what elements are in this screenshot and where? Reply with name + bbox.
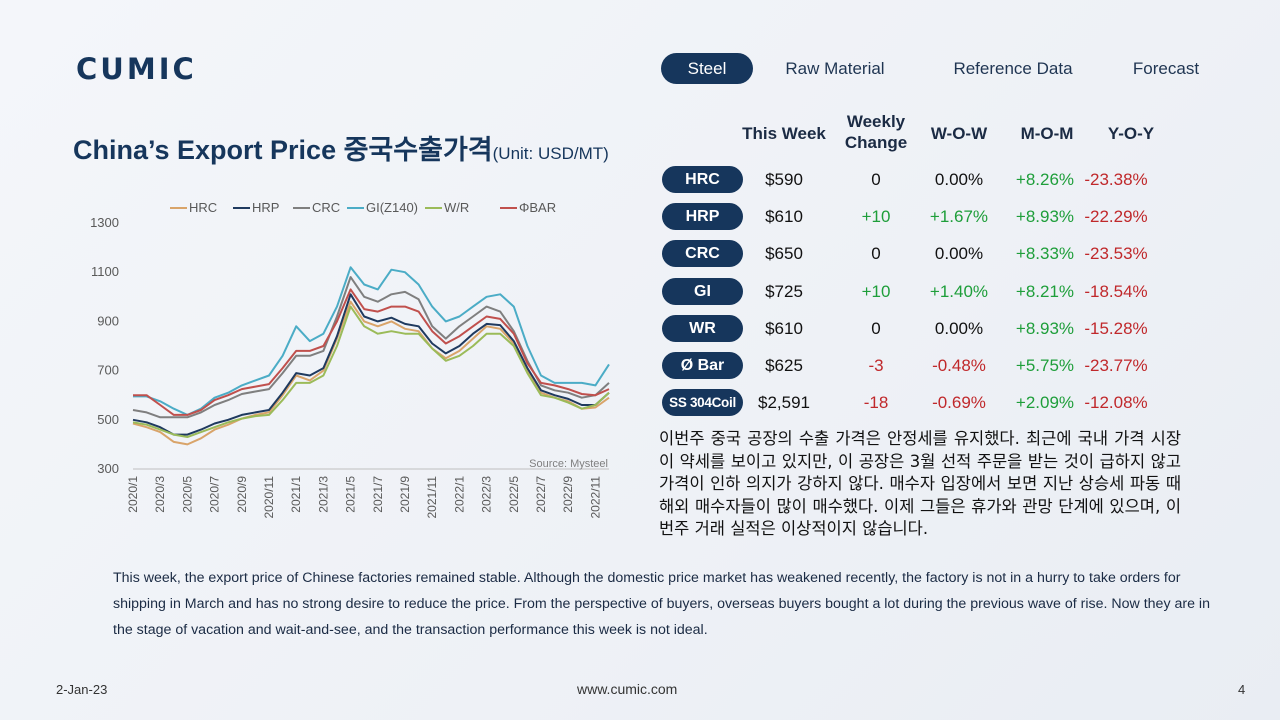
export-price-line-chart: 300 500 700 900 1100 1300 2020/1 2020/3 2020/5 20…	[90, 200, 610, 519]
legend-label: W/R	[444, 200, 469, 215]
legend-label: HRC	[189, 200, 217, 215]
cell-mom: +8.26%	[1015, 170, 1075, 189]
cell-weekly-change: 0	[871, 244, 881, 264]
cell-wow: +1.40%	[929, 281, 989, 301]
cell-this-week: $725	[765, 281, 803, 301]
x-tick-label: 2022/9	[561, 476, 575, 513]
page-title-unit: (Unit: USD/MT)	[492, 144, 609, 163]
x-tick-label: 2021/1	[289, 476, 303, 513]
y-tick-label: 1300	[90, 215, 119, 230]
top-navigation: Steel Raw Material Reference Data Foreca…	[661, 53, 1221, 84]
legend-label: ΦBAR	[519, 200, 556, 215]
column-header-wow: W-O-W	[930, 124, 988, 143]
x-tick-label: 2021/7	[371, 476, 385, 513]
cumic-logo: CUMIC	[76, 52, 197, 86]
cell-this-week: $650	[765, 244, 803, 264]
series-line--bar	[133, 288, 610, 416]
cell-wow: 0.00%	[934, 244, 984, 264]
nav-tab-reference-data[interactable]: Reference Data	[953, 59, 1073, 78]
footer-url[interactable]: www.cumic.com	[577, 681, 678, 697]
cell-this-week: $610	[765, 318, 803, 338]
cell-this-week: $625	[765, 356, 803, 375]
x-tick-label: 2021/9	[398, 476, 412, 513]
product-label: GI	[662, 277, 743, 305]
column-header-mom: M-O-M	[1020, 124, 1074, 143]
footer-page-number: 4	[1238, 682, 1246, 697]
footer-date: 2-Jan-23	[56, 682, 108, 697]
cell-mom: +8.93%	[1015, 207, 1075, 227]
product-label: HRC	[662, 166, 743, 193]
column-header-this-week: This Week	[742, 124, 826, 143]
cell-this-week: $2,591	[758, 393, 810, 413]
page-title: China’s Export Price 중국수출가격(Unit: USD/MT…	[73, 128, 609, 167]
cell-mom: +8.33%	[1015, 244, 1075, 264]
x-tick-label: 2022/11	[588, 476, 602, 519]
y-tick-label: 300	[97, 461, 119, 476]
product-label: SS 304Coil	[662, 389, 743, 417]
column-header-weekly-change: Weekly Change	[844, 112, 908, 152]
cell-weekly-change: +10	[861, 281, 891, 301]
cell-weekly-change: 0	[871, 318, 881, 338]
page-title-main: China’s Export Price 중국수출가격	[73, 135, 493, 165]
series-line-w-r	[132, 305, 610, 438]
cell-mom: +2.09%	[1015, 393, 1075, 413]
nav-tab-forecast[interactable]: Forecast	[1132, 59, 1200, 78]
cell-weekly-change: +10	[861, 207, 891, 227]
x-tick-label: 2021/5	[344, 476, 358, 513]
x-tick-label: 2020/3	[153, 476, 167, 513]
cell-wow: -0.48%	[932, 356, 986, 375]
cell-mom: +5.75%	[1015, 356, 1075, 375]
x-tick-label: 2022/3	[480, 476, 494, 513]
english-commentary: This week, the export price of Chinese f…	[113, 570, 1210, 638]
column-header-yoy: Y-O-Y	[1107, 124, 1155, 143]
cell-wow: +1.67%	[929, 207, 989, 227]
cell-wow: 0.00%	[934, 318, 984, 338]
korean-commentary: 이번주 중국 공장의 수출 가격은 안정세를 유지했다. 최근에 국내 가격 시…	[659, 429, 1181, 538]
cell-yoy: -23.53%	[1084, 244, 1148, 264]
cell-yoy: -18.54%	[1084, 281, 1148, 301]
x-tick-label: 2021/11	[425, 476, 439, 519]
series-line-hrp	[132, 293, 610, 436]
nav-tab-steel[interactable]: Steel	[661, 53, 753, 84]
x-tick-label: 2021/3	[316, 476, 330, 513]
cell-weekly-change: 0	[871, 170, 881, 189]
y-tick-label: 700	[97, 363, 119, 378]
cell-yoy: -12.08%	[1084, 393, 1148, 413]
product-label: HRP	[662, 203, 743, 231]
product-label: WR	[662, 314, 743, 342]
product-label: CRC	[662, 240, 743, 268]
legend-label: HRP	[252, 200, 279, 215]
cell-this-week: $590	[765, 170, 803, 189]
cell-mom: +8.21%	[1015, 281, 1075, 301]
y-tick-label: 500	[97, 412, 119, 427]
legend-label: CRC	[312, 200, 340, 215]
cell-wow: 0.00%	[934, 170, 984, 189]
x-tick-label: 2020/11	[262, 476, 276, 519]
cell-yoy: -23.38%	[1084, 170, 1148, 189]
x-tick-label: 2022/7	[534, 476, 548, 513]
x-tick-label: 2020/7	[208, 476, 222, 513]
x-tick-label: 2020/1	[126, 476, 140, 513]
series-line-hrc	[132, 300, 610, 446]
series-line-gi-z140-	[133, 266, 610, 416]
x-tick-label: 2022/5	[507, 476, 521, 513]
y-tick-label: 900	[97, 313, 119, 328]
cell-this-week: $610	[765, 207, 803, 227]
product-label: Ø Bar	[662, 352, 743, 379]
nav-tab-raw-material[interactable]: Raw Material	[785, 59, 885, 78]
cell-mom: +8.93%	[1015, 318, 1075, 338]
cell-weekly-change: -18	[863, 393, 889, 413]
chart-source-label: Source: Mysteel	[529, 458, 608, 470]
cell-wow: -0.69%	[932, 393, 986, 413]
cell-yoy: -22.29%	[1084, 207, 1148, 227]
x-tick-label: 2020/9	[235, 476, 249, 513]
cell-weekly-change: -3	[868, 356, 884, 375]
y-tick-label: 1100	[91, 264, 119, 279]
series-line-crc	[132, 276, 610, 419]
x-tick-label: 2020/5	[180, 476, 194, 513]
x-tick-label: 2022/1	[452, 476, 466, 513]
legend-label: GI(Z140)	[366, 200, 418, 215]
cell-yoy: -23.77%	[1084, 356, 1148, 375]
cell-yoy: -15.28%	[1084, 318, 1148, 338]
